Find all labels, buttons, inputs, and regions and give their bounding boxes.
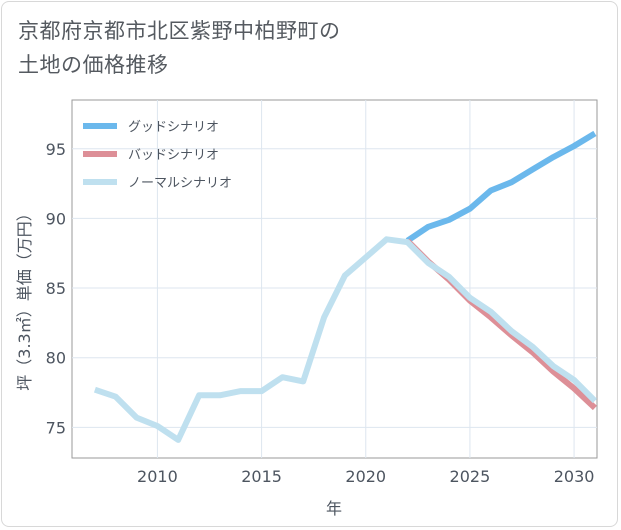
x-axis-title: 年 [326, 499, 342, 518]
y-tick-label-90: 90 [46, 209, 66, 228]
legend-label-bad: バッドシナリオ [128, 148, 219, 163]
series-line-normal [93, 236, 598, 443]
y-tick-label-95: 95 [46, 140, 66, 159]
x-tick-label-2030: 2030 [554, 467, 595, 486]
legend-label-normal: ノーマルシナリオ [128, 176, 232, 191]
y-tick-label-75: 75 [46, 418, 66, 437]
y-tick-labels: 75 80 85 90 95 [46, 140, 66, 438]
chart-title-line-1: 京都府京都市北区紫野中柏野町の [18, 19, 341, 43]
series-line-good [405, 130, 597, 244]
x-tick-label-2020: 2020 [345, 467, 386, 486]
y-tick-label-85: 85 [46, 279, 66, 298]
series-group [93, 130, 598, 443]
y-tick-label-80: 80 [46, 349, 66, 368]
x-tick-label-2010: 2010 [137, 467, 178, 486]
x-tick-label-2015: 2015 [241, 467, 282, 486]
x-tick-labels: 2010 2015 2020 2025 2030 [137, 467, 594, 486]
chart-title: 京都府京都市北区紫野中柏野町の 土地の価格推移 [18, 14, 341, 82]
plot-area [71, 99, 598, 459]
legend-label-good: グッドシナリオ [128, 120, 219, 135]
grid-lines [72, 100, 597, 458]
y-axis-title: 坪（3.3㎡）単価（万円） [15, 205, 34, 390]
x-tick-label-2025: 2025 [450, 467, 491, 486]
chart-title-line-2: 土地の価格推移 [18, 53, 169, 77]
